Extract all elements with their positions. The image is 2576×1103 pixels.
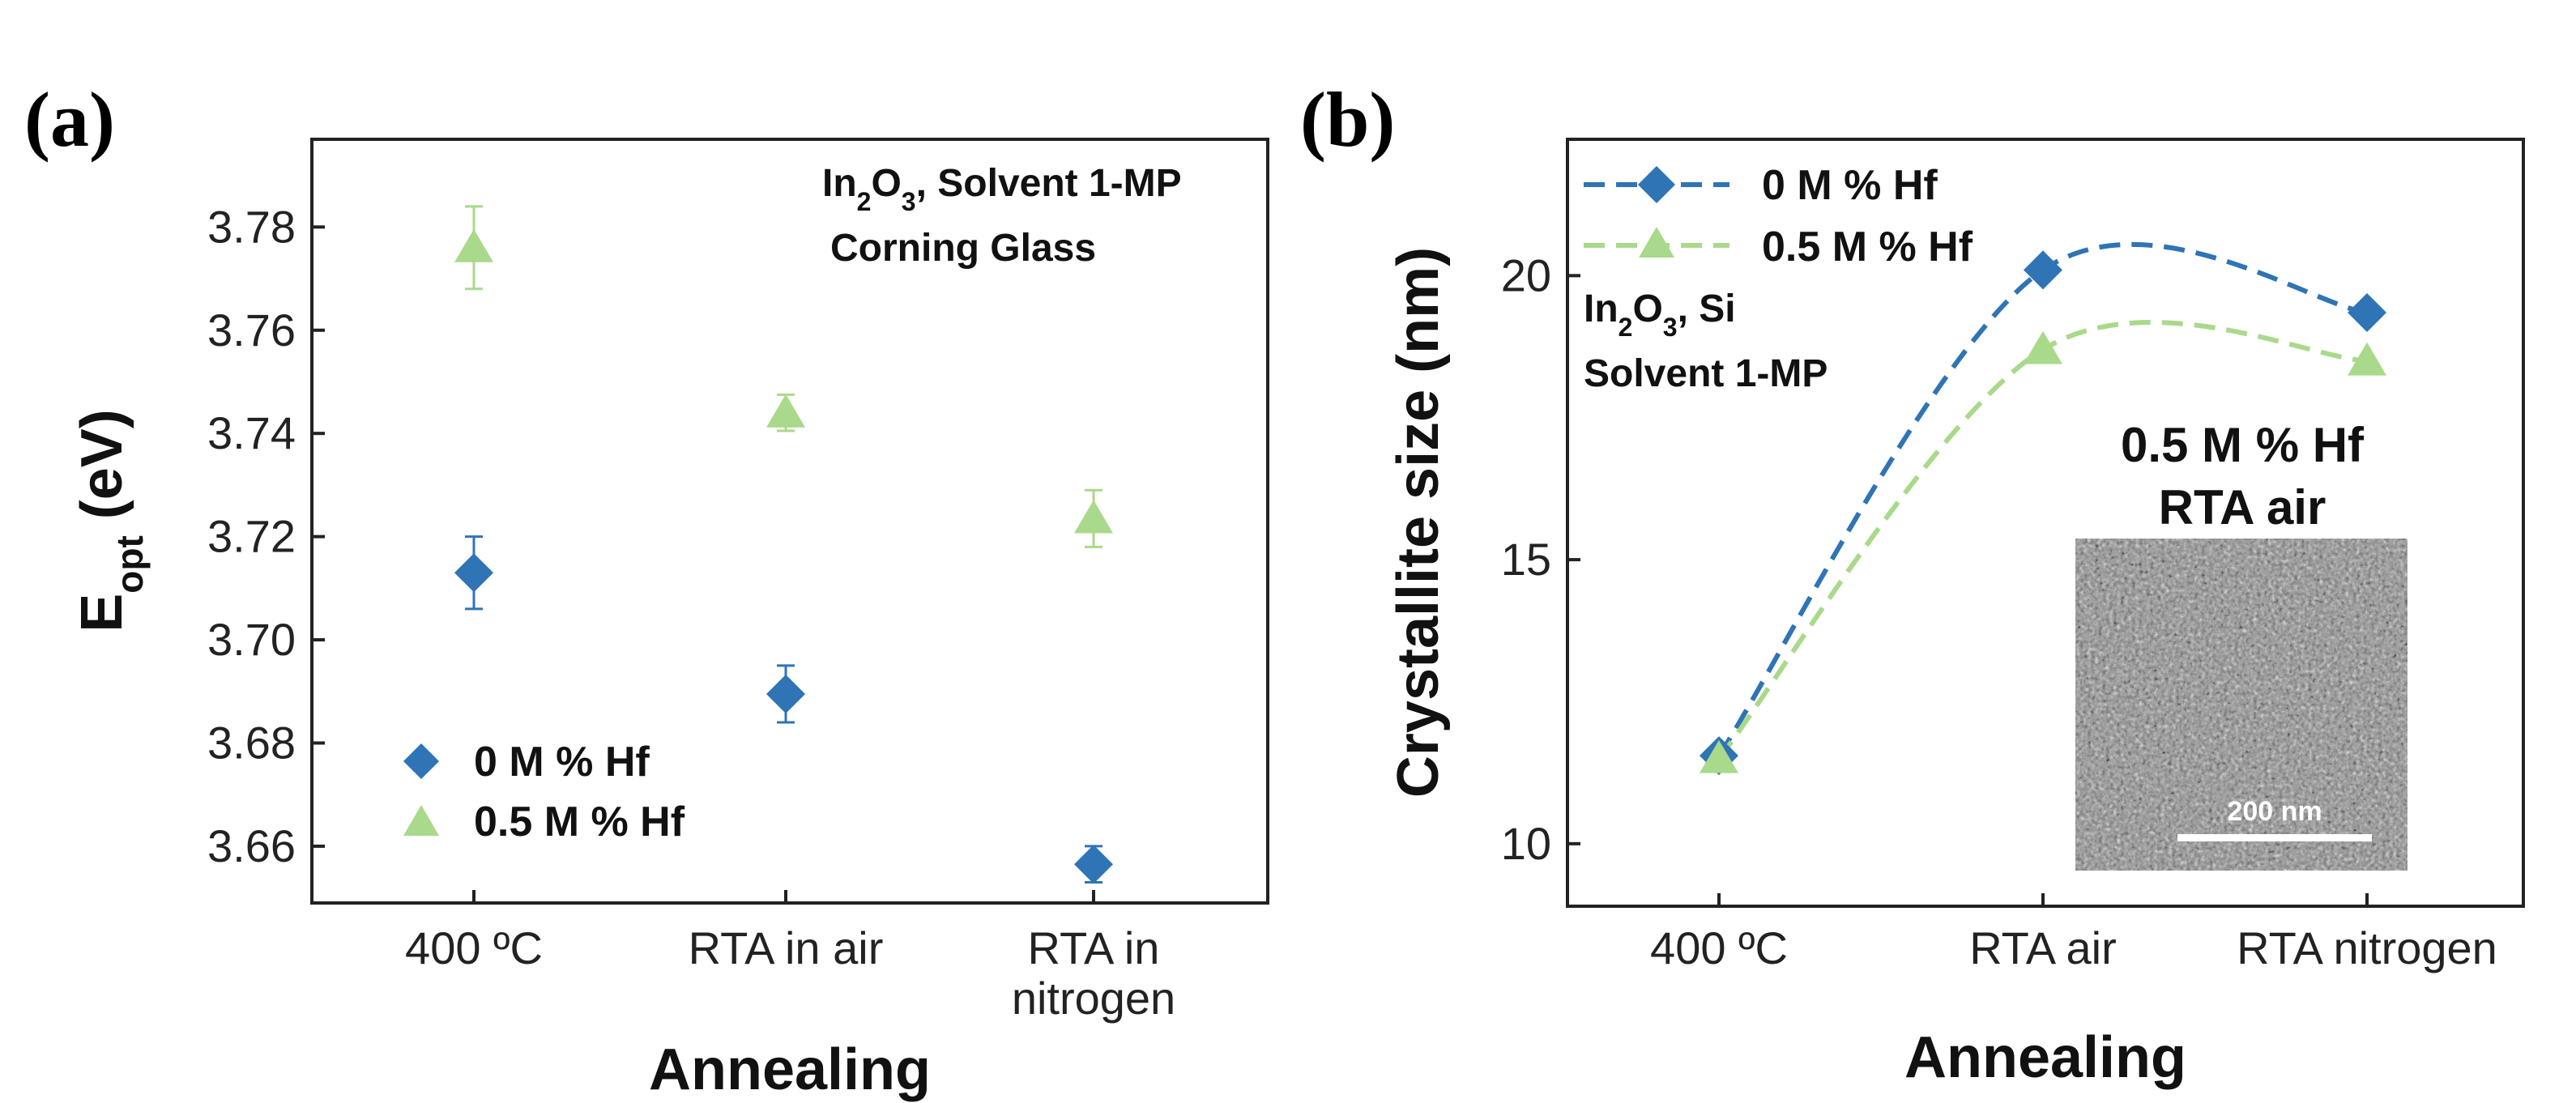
panel-a-y-tick-label: 3.66 [207, 820, 296, 871]
panel-a-y-tick-label: 3.74 [207, 407, 296, 458]
panel-a-data-point [1074, 845, 1113, 884]
panel-b-inset-title-line2: RTA air [2159, 480, 2327, 534]
panel-a-annotation-line1: In2O3, Solvent 1-MP [822, 162, 1182, 216]
panel-b-sem-inset: 200 nm 0.5 M % Hf RTA air [2075, 418, 2408, 871]
panel-b-x-tick-label: RTA air [1969, 922, 2117, 973]
panel-a-y-tick-label: 3.72 [207, 511, 296, 562]
panel-b-data-point [2348, 342, 2386, 376]
panel-b-data-point [2348, 292, 2386, 332]
panel-b-series-line [1717, 242, 2368, 757]
panel-a-data-point [454, 229, 493, 262]
panel-a-x-tick-label: RTA in air [689, 922, 884, 973]
panel-b-annotation-line2: Solvent 1-MP [1584, 352, 1828, 395]
panel-a-legend-swatch-1 [403, 805, 439, 836]
panel-a-y-tick-label: 3.70 [207, 614, 296, 665]
panel-b-y-tick-label: 20 [1501, 249, 1551, 300]
panel-a-data-point [766, 394, 805, 428]
panel-b-x-tick-label: RTA nitrogen [2237, 922, 2497, 973]
panel-a-y-tick-label: 3.76 [207, 304, 296, 356]
panel-b-annotation-line1: In2O3, Si [1584, 287, 1736, 342]
panel-a-y-axis: 3.66 3.68 3.70 3.72 3.74 3.76 3.78 [207, 201, 325, 871]
panel-b-x-axis: 400 ºC RTA air RTA nitrogen [1650, 893, 2497, 973]
panel-a-data-point [1074, 500, 1113, 534]
panel-b-legend-label-1: 0.5 M % Hf [1762, 224, 1973, 270]
panel-a-x-tick-label: RTA in [1028, 922, 1160, 973]
panel-b-legend-swatch-0 [1638, 166, 1675, 203]
panel-b-data-point [2024, 330, 2062, 364]
panel-b-x-axis-title: Annealing [1904, 1025, 2186, 1090]
panel-b-legend: 0 M % Hf 0.5 M % Hf [1584, 162, 1973, 270]
panel-a-y-tick-label: 3.68 [207, 717, 296, 768]
panel-a-x-tick-label: nitrogen [1012, 973, 1175, 1024]
panel-b-series-line [1717, 320, 2368, 760]
panel-a-plot-frame [310, 138, 1269, 905]
panel-a: (a) 3.66 3.68 3.70 3.72 3.74 3.76 3.78 400 ºC R… [24, 76, 1269, 1102]
panel-b-y-tick-label: 10 [1501, 818, 1551, 869]
panel-b-x-tick-label: 400 ºC [1650, 922, 1788, 973]
panel-a-x-axis-title: Annealing [649, 1037, 931, 1102]
panel-a-y-axis-title: Eopt (eV) [70, 409, 151, 632]
panel-a-legend-label-1: 0.5 M % Hf [474, 799, 685, 845]
panel-a-annotation-line2: Corning Glass [830, 227, 1096, 270]
panel-b-data-point [2024, 250, 2062, 290]
panel-b-y-tick-label: 15 [1501, 534, 1551, 585]
panel-a-data-point [454, 553, 493, 593]
panel-a-data-marks [454, 205, 1113, 884]
panel-a-legend-label-0: 0 M % Hf [474, 739, 650, 786]
panel-b-label: (b) [1300, 76, 1395, 163]
sem-scale-bar-label: 200 nm [2227, 796, 2322, 827]
panel-a-data-point [766, 674, 805, 713]
sem-image-texture [2075, 539, 2408, 871]
panel-a-y-tick-label: 3.78 [207, 201, 296, 252]
panel-b-legend-swatch-1 [1639, 227, 1674, 258]
panel-a-legend: 0 M % Hf 0.5 M % Hf [403, 739, 685, 845]
panel-b: (b) 10 15 20 400 ºC RTA air RTA nitrogen Cry… [1300, 76, 2525, 1090]
panel-b-inset-title-line1: 0.5 M % Hf [2121, 418, 2365, 472]
panel-a-label: (a) [24, 76, 115, 163]
panel-b-plot-frame [1566, 138, 2525, 908]
panel-b-legend-label-0: 0 M % Hf [1762, 162, 1938, 209]
panel-b-data-marks [1700, 242, 2386, 776]
panel-a-legend-swatch-0 [403, 743, 439, 779]
panel-b-data-point [1700, 739, 1738, 773]
sem-scale-bar [2177, 834, 2372, 841]
panel-a-x-tick-label: 400 ºC [405, 922, 543, 973]
panel-b-y-axis: 10 15 20 [1501, 249, 1580, 869]
panel-b-y-axis-title: Crystallite size (nm) [1386, 247, 1451, 798]
